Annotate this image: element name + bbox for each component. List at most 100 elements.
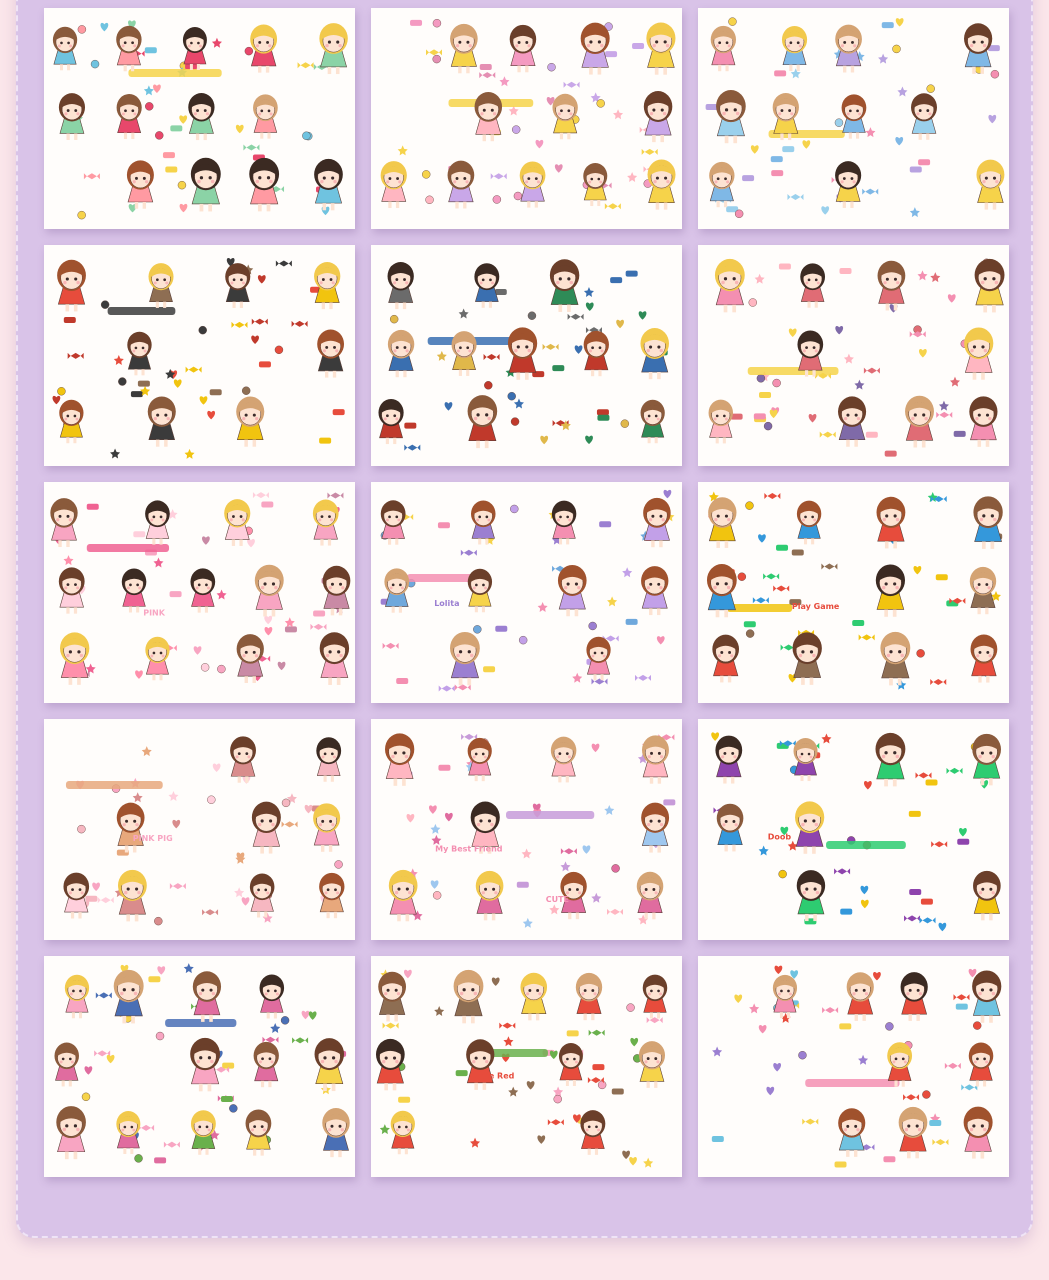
heart-icon <box>582 845 591 854</box>
heart-icon <box>630 1037 639 1047</box>
chibi-girl-sticker <box>52 26 78 71</box>
dot-sticker <box>200 663 210 672</box>
chibi-girl-sticker <box>182 26 207 71</box>
label-sticker <box>705 104 718 111</box>
heart-icon <box>835 325 844 335</box>
bow-icon <box>604 203 621 210</box>
dot-sticker <box>745 629 755 638</box>
dot-sticker <box>177 180 187 190</box>
chibi-girl-sticker <box>793 737 818 782</box>
chibi-girl-sticker <box>550 736 577 783</box>
chibi-girl-sticker <box>117 869 147 922</box>
dot-sticker <box>834 118 844 127</box>
dot-sticker <box>511 125 521 134</box>
sticker-caption: Lolita <box>434 599 459 608</box>
chibi-girl-sticker <box>316 737 342 782</box>
bow-icon <box>591 678 608 685</box>
label-sticker <box>599 521 612 528</box>
chibi-girl-sticker <box>974 258 1005 313</box>
bow-icon <box>779 740 796 747</box>
label-sticker <box>791 549 804 556</box>
dot-sticker <box>241 386 251 395</box>
sticker-illustration <box>705 17 1005 218</box>
heart-icon <box>429 805 437 814</box>
heart-icon <box>780 826 789 836</box>
label-sticker <box>611 1088 624 1095</box>
bow-icon <box>946 767 963 774</box>
bow-icon <box>588 1029 605 1036</box>
label-sticker <box>759 391 772 398</box>
heart-icon <box>84 1066 93 1075</box>
dot-sticker <box>513 191 523 201</box>
bow-icon <box>454 684 471 691</box>
sticker-illustration: My Best Friend CUTE <box>385 733 676 928</box>
chibi-girl-sticker <box>471 500 496 545</box>
dot-sticker <box>510 504 519 514</box>
chibi-girl-sticker <box>716 90 746 144</box>
chibi-girl-sticker <box>887 1042 913 1087</box>
chibi-girl-sticker <box>772 974 798 1019</box>
star-icon <box>780 1012 791 1023</box>
label-sticker <box>495 625 508 632</box>
bow-icon <box>94 1050 111 1057</box>
label-sticker <box>144 47 157 54</box>
label-sticker <box>839 268 852 275</box>
dot-sticker <box>207 795 216 804</box>
dot-sticker <box>926 84 935 93</box>
chibi-girl-sticker <box>50 498 78 548</box>
heart-icon <box>808 414 817 423</box>
bow-icon <box>763 573 780 580</box>
star-icon <box>153 557 164 568</box>
heart-icon <box>549 1050 558 1060</box>
chibi-girl-sticker <box>973 496 1003 549</box>
label-sticker <box>516 881 529 888</box>
star-icon <box>643 1157 654 1168</box>
heart-icon <box>444 402 453 411</box>
label-sticker <box>455 1070 468 1077</box>
chibi-girl-sticker <box>551 500 577 545</box>
star-icon <box>622 567 633 578</box>
star-icon <box>458 308 469 319</box>
label-sticker <box>165 166 178 173</box>
chibi-girl-sticker <box>641 566 669 616</box>
heart-icon <box>860 899 869 909</box>
bow-icon <box>499 1022 516 1029</box>
dot-sticker <box>118 377 127 386</box>
dot-sticker <box>422 170 431 179</box>
sticker-sheet <box>44 245 355 466</box>
label-sticker <box>222 1062 235 1069</box>
star-icon <box>917 270 928 281</box>
star-icon <box>909 207 920 218</box>
bow-icon <box>930 496 947 503</box>
bow-icon <box>752 597 769 604</box>
ribbon-sticker <box>107 307 176 315</box>
star-icon <box>508 105 519 116</box>
star-icon <box>165 368 176 379</box>
bow-icon <box>585 327 602 334</box>
label-sticker <box>770 156 783 163</box>
dot-sticker <box>155 1031 165 1041</box>
chibi-girl-sticker <box>708 399 734 444</box>
label-sticker <box>743 621 756 628</box>
sticker-illustration <box>711 965 1002 1168</box>
sticker-illustration <box>708 258 1005 457</box>
heart-icon <box>264 626 273 636</box>
dot-sticker <box>620 419 630 428</box>
heart-icon <box>173 379 182 388</box>
chibi-girl-sticker <box>575 972 603 1021</box>
star-icon <box>749 1003 760 1014</box>
ribbon-sticker <box>128 69 222 77</box>
star-icon <box>637 753 648 764</box>
bow-icon <box>243 144 260 151</box>
bow-icon <box>764 492 781 499</box>
bow-icon <box>787 193 804 200</box>
ribbon-sticker <box>406 574 481 582</box>
star-icon <box>821 733 832 744</box>
star-icon <box>513 398 524 409</box>
dot-sticker <box>916 649 925 658</box>
bow-icon <box>821 563 838 570</box>
bow-icon <box>382 1022 399 1029</box>
chibi-girl-sticker <box>249 873 275 918</box>
star-icon <box>284 617 295 628</box>
star-icon <box>897 86 908 97</box>
